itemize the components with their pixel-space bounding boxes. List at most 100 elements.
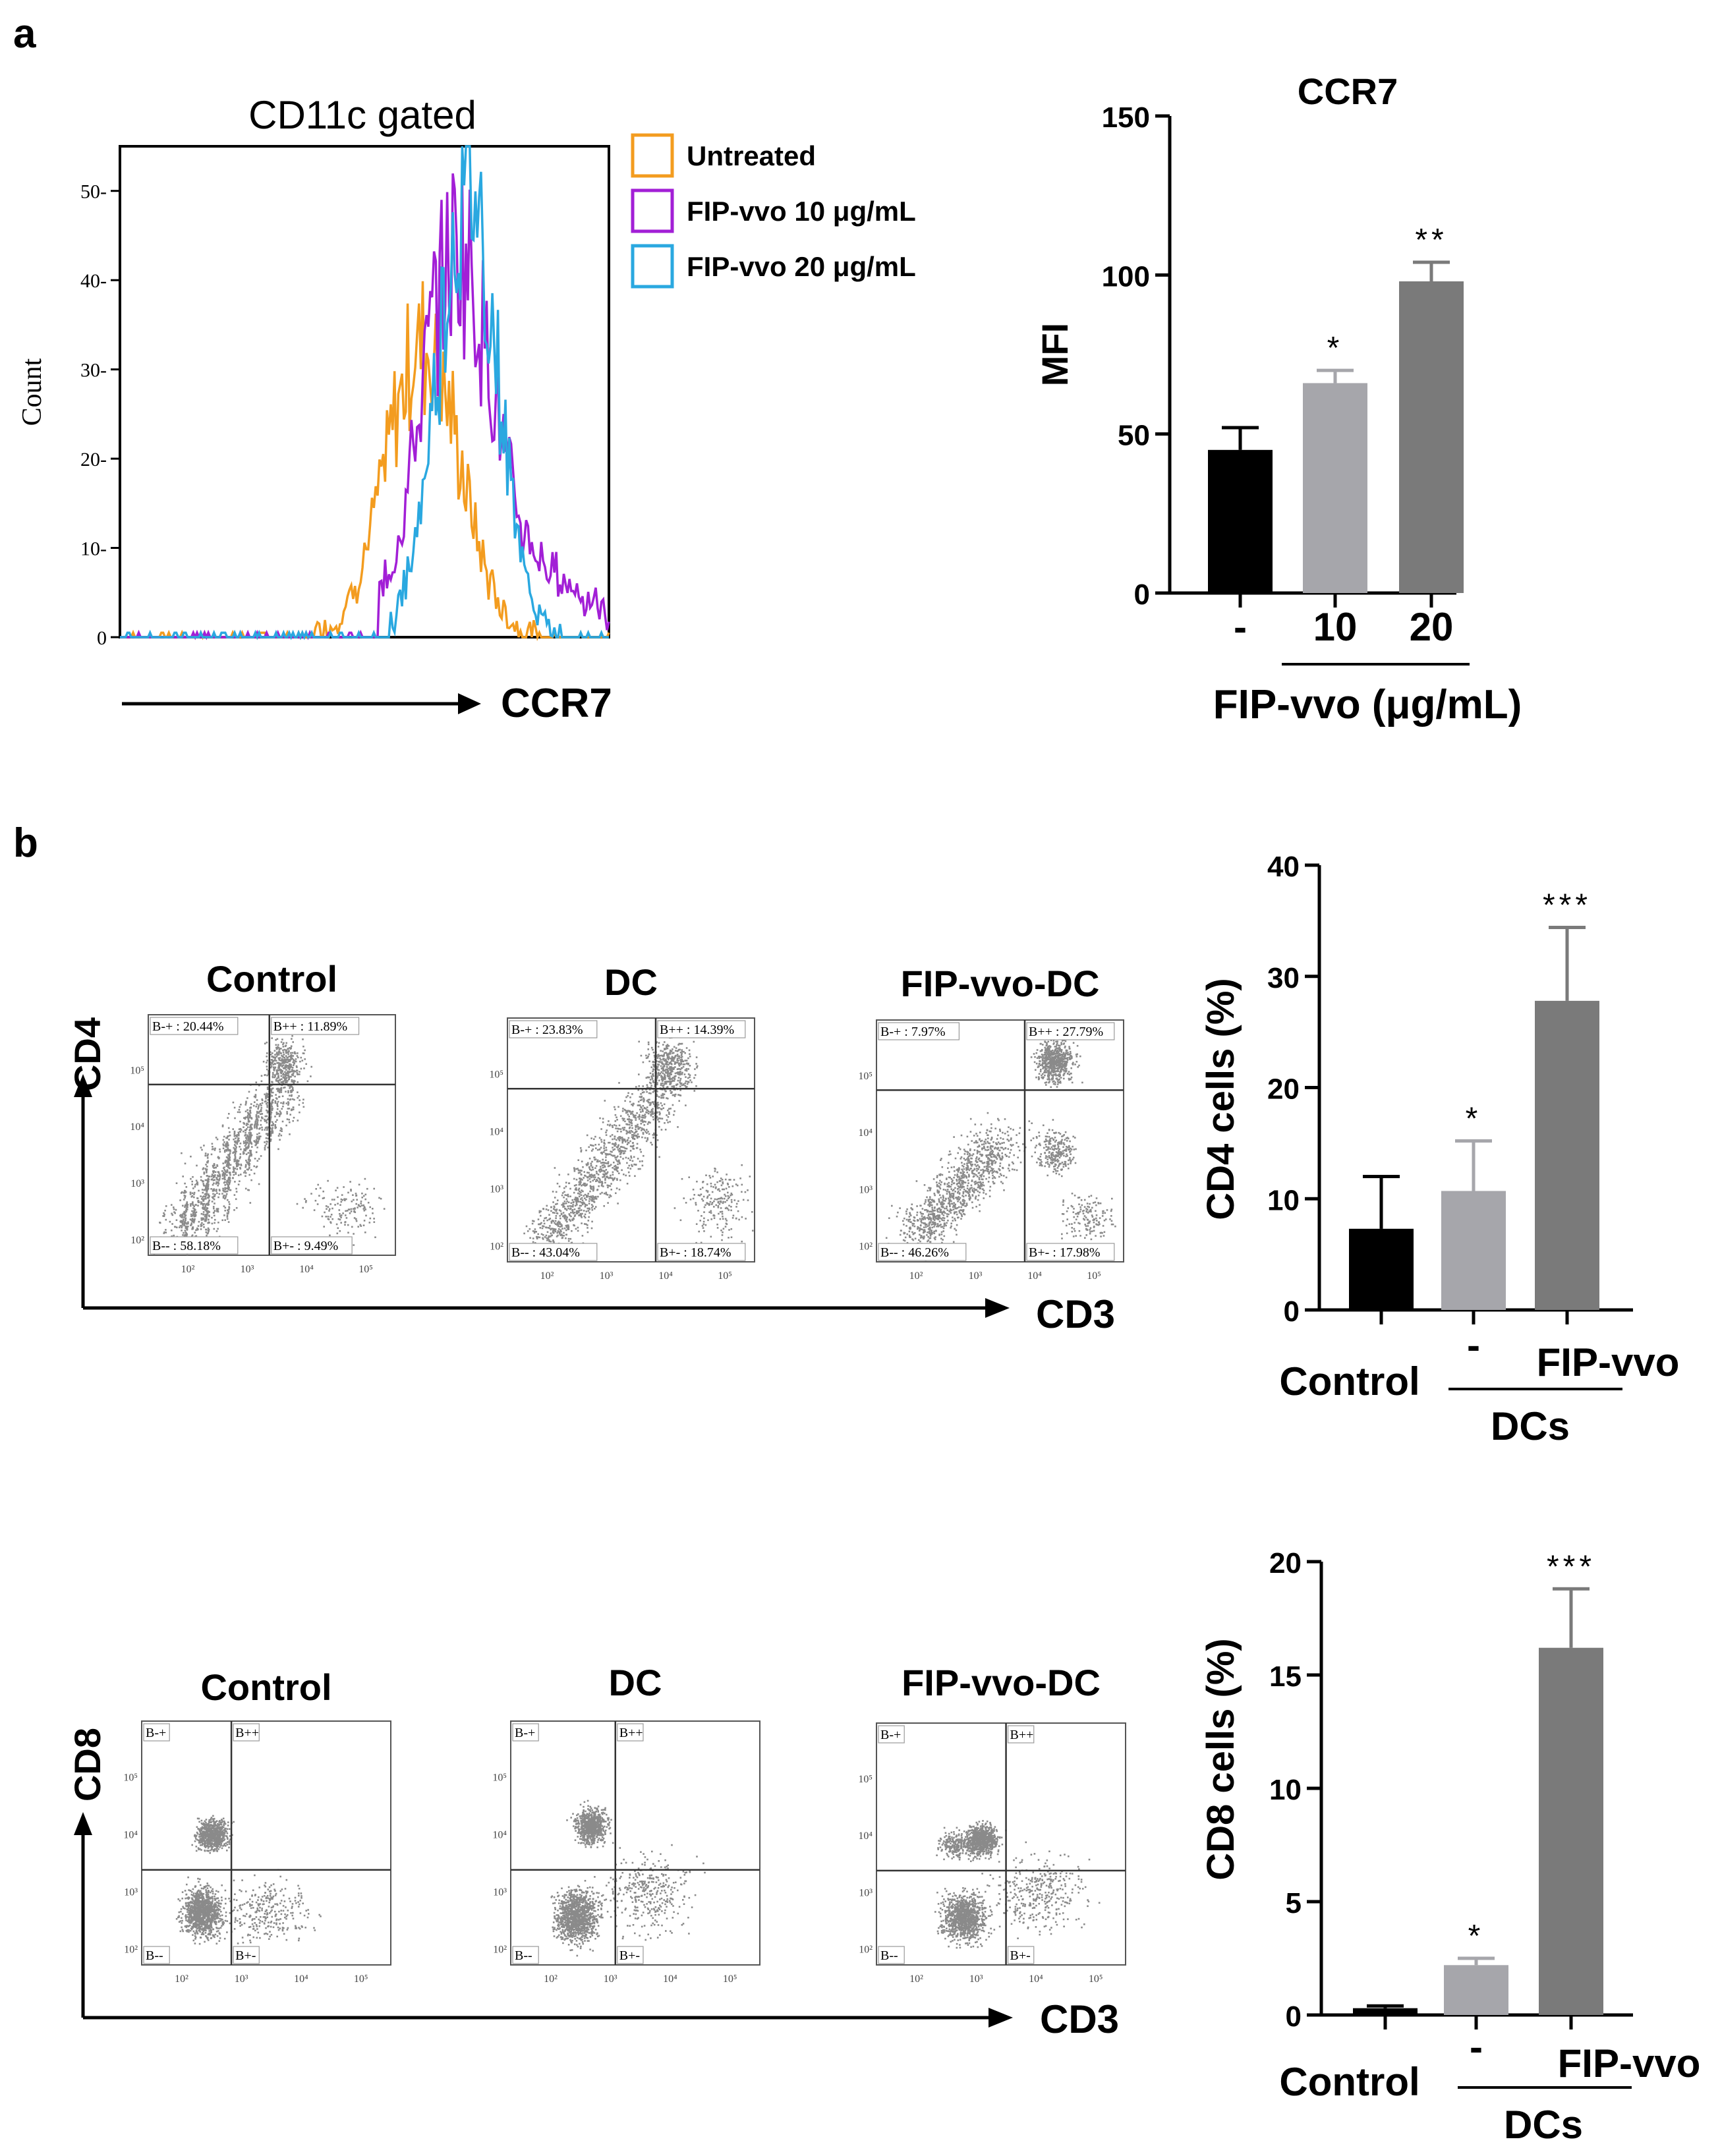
event-dot bbox=[660, 1059, 662, 1061]
event-dot bbox=[225, 1181, 228, 1183]
event-dot bbox=[631, 1165, 633, 1168]
event-dot bbox=[724, 1197, 726, 1200]
event-dot bbox=[272, 1073, 274, 1076]
event-dot bbox=[629, 1131, 631, 1133]
event-dot bbox=[932, 1212, 934, 1214]
event-dot bbox=[281, 1060, 284, 1062]
event-dot bbox=[271, 1062, 273, 1064]
event-dot bbox=[920, 1224, 922, 1226]
event-dot bbox=[662, 1069, 665, 1072]
event-dot bbox=[947, 1203, 950, 1205]
event-dot bbox=[661, 1118, 664, 1120]
event-dot bbox=[983, 1143, 985, 1145]
event-dot bbox=[573, 1215, 576, 1217]
event-dot bbox=[630, 1113, 632, 1115]
event-dot bbox=[538, 1210, 541, 1212]
event-dot bbox=[235, 1187, 237, 1190]
event-dot bbox=[637, 1128, 639, 1130]
event-dot bbox=[635, 1147, 638, 1149]
event-dot bbox=[937, 1214, 939, 1216]
event-dot bbox=[681, 1050, 683, 1053]
event-dot bbox=[966, 1172, 968, 1174]
event-dot bbox=[633, 1163, 635, 1166]
event-dot bbox=[927, 1200, 930, 1202]
event-dot bbox=[987, 1163, 989, 1166]
event-dot bbox=[642, 1061, 645, 1064]
event-dot bbox=[650, 1085, 652, 1087]
event-dot bbox=[244, 1118, 246, 1120]
event-dot bbox=[643, 1099, 645, 1102]
event-dot bbox=[742, 1199, 745, 1201]
quadrant-label-box bbox=[271, 1236, 353, 1255]
event-dot bbox=[248, 1136, 251, 1139]
event-dot bbox=[280, 1041, 283, 1043]
event-dot bbox=[300, 1056, 302, 1059]
event-dot bbox=[961, 1174, 964, 1177]
event-dot bbox=[325, 1216, 327, 1218]
event-dot bbox=[632, 1102, 635, 1105]
event-dot bbox=[215, 1189, 217, 1191]
event-dot bbox=[646, 1106, 648, 1108]
event-dot bbox=[920, 1235, 922, 1237]
event-dot bbox=[903, 1232, 905, 1234]
event-dot bbox=[330, 1214, 333, 1216]
event-dot bbox=[607, 1186, 609, 1189]
event-dot bbox=[975, 1158, 977, 1160]
event-dot bbox=[192, 1228, 194, 1230]
event-dot bbox=[564, 1214, 566, 1216]
event-dot bbox=[554, 1230, 556, 1232]
event-dot bbox=[710, 1182, 712, 1185]
event-dot bbox=[186, 1223, 188, 1225]
event-dot bbox=[587, 1164, 589, 1166]
event-dot bbox=[232, 1171, 234, 1174]
event-dot bbox=[523, 1232, 525, 1235]
event-dot bbox=[575, 1210, 578, 1212]
event-dot bbox=[552, 1212, 554, 1214]
event-dot bbox=[641, 1120, 644, 1122]
event-dot bbox=[969, 1131, 972, 1133]
event-dot bbox=[702, 1200, 704, 1202]
event-dot bbox=[917, 1228, 919, 1230]
event-dot bbox=[617, 1144, 619, 1147]
event-dot bbox=[235, 1191, 238, 1193]
event-dot bbox=[978, 1185, 980, 1187]
event-dot bbox=[981, 1185, 983, 1187]
event-dot bbox=[943, 1225, 946, 1227]
event-dot bbox=[981, 1160, 983, 1162]
event-dot bbox=[285, 1059, 288, 1061]
event-dot bbox=[980, 1140, 982, 1143]
event-dot bbox=[558, 1174, 560, 1176]
event-dot bbox=[275, 1073, 278, 1075]
event-dot bbox=[260, 1120, 262, 1121]
event-dot bbox=[598, 1168, 601, 1171]
event-dot bbox=[950, 1225, 952, 1228]
event-dot bbox=[234, 1168, 236, 1170]
event-dot bbox=[588, 1203, 590, 1205]
event-dot bbox=[969, 1118, 972, 1120]
event-dot bbox=[329, 1208, 331, 1210]
event-dot bbox=[627, 1114, 629, 1116]
event-dot bbox=[969, 1154, 971, 1156]
event-dot bbox=[225, 1137, 227, 1139]
event-dot bbox=[718, 1180, 721, 1182]
event-dot bbox=[236, 1141, 239, 1144]
event-dot bbox=[677, 1062, 680, 1065]
event-dot bbox=[942, 1199, 945, 1202]
event-dot bbox=[214, 1176, 215, 1178]
event-dot bbox=[662, 1079, 664, 1081]
event-dot bbox=[668, 1056, 670, 1058]
event-dot bbox=[246, 1116, 249, 1118]
event-dot bbox=[978, 1145, 981, 1148]
event-dot bbox=[276, 1119, 278, 1121]
event-dot bbox=[689, 1076, 691, 1079]
event-dot bbox=[737, 1210, 739, 1212]
event-dot bbox=[975, 1140, 977, 1142]
event-dot bbox=[171, 1214, 174, 1216]
event-dot bbox=[215, 1177, 217, 1179]
event-dot bbox=[940, 1226, 942, 1228]
event-dot bbox=[631, 1134, 633, 1136]
event-dot bbox=[224, 1178, 226, 1181]
event-dot bbox=[218, 1179, 220, 1181]
event-dot bbox=[664, 1052, 666, 1054]
event-dot bbox=[587, 1162, 589, 1164]
